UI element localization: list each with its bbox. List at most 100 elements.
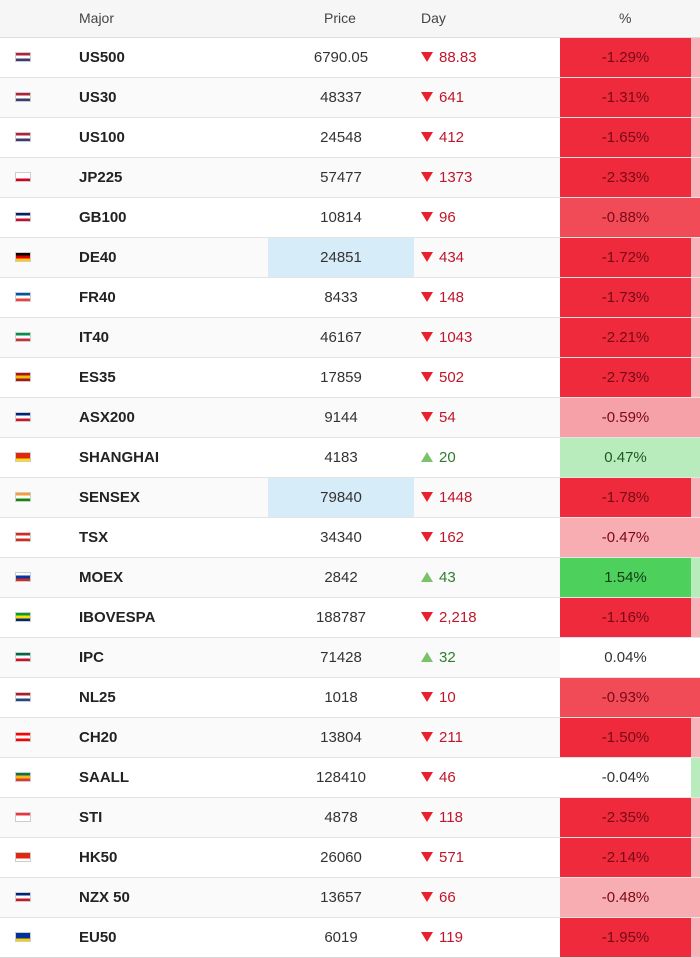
instrument-name[interactable]: NL25 — [79, 689, 116, 706]
day-change-value: 54 — [439, 409, 456, 426]
instrument-name[interactable]: ASX200 — [79, 409, 135, 426]
header-major[interactable]: Major — [79, 10, 115, 26]
price-cell: 13657 — [320, 889, 362, 906]
day-change-value: 119 — [439, 929, 463, 946]
instrument-name[interactable]: STI — [79, 809, 103, 826]
instrument-name[interactable]: GB100 — [79, 209, 127, 226]
table-row[interactable]: DE40 24851 434 -1.72% — [0, 238, 700, 278]
heat-strip — [691, 798, 700, 837]
table-row[interactable]: GB100 10814 96 -0.88% — [0, 198, 700, 238]
heat-strip — [691, 518, 700, 557]
price-cell: 2842 — [324, 569, 358, 586]
instrument-name[interactable]: IPC — [79, 649, 105, 666]
day-change: 20 — [421, 449, 456, 466]
triangle-down-icon — [421, 331, 433, 342]
triangle-down-icon — [421, 371, 433, 382]
hk-flag-icon — [15, 852, 31, 862]
instrument-name[interactable]: ES35 — [79, 369, 116, 386]
percent-change-cell: -1.29% — [560, 38, 691, 77]
day-change: 1448 — [421, 489, 472, 506]
table-row[interactable]: US30 48337 641 -1.31% — [0, 78, 700, 118]
day-change-value: 434 — [439, 249, 465, 266]
day-change: 412 — [421, 129, 464, 146]
day-change-value: 211 — [439, 729, 463, 746]
table-row[interactable]: TSX 34340 162 -0.47% — [0, 518, 700, 558]
header-day[interactable]: Day — [421, 10, 446, 26]
instrument-name[interactable]: SHANGHAI — [79, 449, 160, 466]
table-row[interactable]: US500 6790.05 88.83 -1.29% — [0, 38, 700, 78]
percent-change-cell: -1.72% — [560, 238, 691, 277]
triangle-down-icon — [421, 891, 433, 902]
day-change: 162 — [421, 529, 464, 546]
table-row[interactable]: STI 4878 118 -2.35% — [0, 798, 700, 838]
instrument-name[interactable]: MOEX — [79, 569, 124, 586]
instrument-name[interactable]: IT40 — [79, 329, 110, 346]
triangle-up-icon — [421, 451, 433, 462]
triangle-down-icon — [421, 211, 433, 222]
price-cell: 188787 — [315, 609, 367, 626]
instrument-name[interactable]: SENSEX — [79, 489, 140, 506]
day-change-value: 10 — [439, 689, 456, 706]
instrument-name[interactable]: US30 — [79, 89, 117, 106]
table-row[interactable]: JP225 57477 1373 -2.33% — [0, 158, 700, 198]
table-row[interactable]: HK50 26060 571 -2.14% — [0, 838, 700, 878]
day-change-value: 32 — [439, 649, 456, 666]
table-row[interactable]: CH20 13804 211 -1.50% — [0, 718, 700, 758]
table-row[interactable]: MOEX 2842 43 1.54% — [0, 558, 700, 598]
day-change: 641 — [421, 89, 464, 106]
instrument-name[interactable]: US100 — [79, 129, 125, 146]
instrument-name[interactable]: HK50 — [79, 849, 118, 866]
in-flag-icon — [15, 492, 31, 502]
day-change: 96 — [421, 209, 456, 226]
table-row[interactable]: ES35 17859 502 -2.73% — [0, 358, 700, 398]
table-row[interactable]: EU50 6019 119 -1.95% — [0, 918, 700, 958]
instrument-name[interactable]: US500 — [79, 49, 125, 66]
instrument-name[interactable]: NZX 50 — [79, 889, 130, 906]
table-row[interactable]: FR40 8433 148 -1.73% — [0, 278, 700, 318]
heat-strip — [691, 38, 700, 77]
day-change-value: 641 — [439, 89, 465, 106]
heat-strip — [691, 78, 700, 117]
heat-strip — [691, 478, 700, 517]
heat-strip — [691, 118, 700, 157]
percent-change-cell: -1.95% — [560, 918, 691, 957]
instrument-name[interactable]: IBOVESPA — [79, 609, 156, 626]
table-header: Major Price Day % — [0, 0, 700, 38]
br-flag-icon — [15, 612, 31, 622]
ca-flag-icon — [15, 532, 31, 542]
instrument-name[interactable]: EU50 — [79, 929, 117, 946]
heat-strip — [691, 558, 700, 597]
table-row[interactable]: IBOVESPA 188787 2,218 -1.16% — [0, 598, 700, 638]
day-change-value: 1373 — [439, 169, 473, 186]
day-change: 10 — [421, 689, 456, 706]
ru-flag-icon — [15, 572, 31, 582]
day-change: 148 — [421, 289, 464, 306]
day-change-value: 148 — [439, 289, 465, 306]
day-change-value: 1043 — [439, 329, 473, 346]
table-row[interactable]: US100 24548 412 -1.65% — [0, 118, 700, 158]
instrument-name[interactable]: JP225 — [79, 169, 123, 186]
percent-change-cell: -1.31% — [560, 78, 691, 117]
table-row[interactable]: SHANGHAI 4183 20 0.47% — [0, 438, 700, 478]
table-row[interactable]: IPC 71428 32 0.04% — [0, 638, 700, 678]
header-price[interactable]: Price — [324, 10, 356, 26]
table-row[interactable]: ASX200 9144 54 -0.59% — [0, 398, 700, 438]
instrument-name[interactable]: DE40 — [79, 249, 117, 266]
table-row[interactable]: SENSEX 79840 1448 -1.78% — [0, 478, 700, 518]
table-row[interactable]: NZX 50 13657 66 -0.48% — [0, 878, 700, 918]
table-row[interactable]: SAALL 128410 46 -0.04% — [0, 758, 700, 798]
header-percent[interactable]: % — [619, 10, 632, 26]
instrument-name[interactable]: TSX — [79, 529, 109, 546]
heat-strip — [691, 678, 700, 717]
triangle-down-icon — [421, 491, 433, 502]
percent-change-cell: -1.73% — [560, 278, 691, 317]
day-change: 54 — [421, 409, 456, 426]
table-row[interactable]: NL25 1018 10 -0.93% — [0, 678, 700, 718]
instrument-name[interactable]: SAALL — [79, 769, 129, 786]
table-row[interactable]: IT40 46167 1043 -2.21% — [0, 318, 700, 358]
ch-flag-icon — [15, 732, 31, 742]
instrument-name[interactable]: FR40 — [79, 289, 116, 306]
instrument-name[interactable]: CH20 — [79, 729, 118, 746]
fr-flag-icon — [15, 292, 31, 302]
